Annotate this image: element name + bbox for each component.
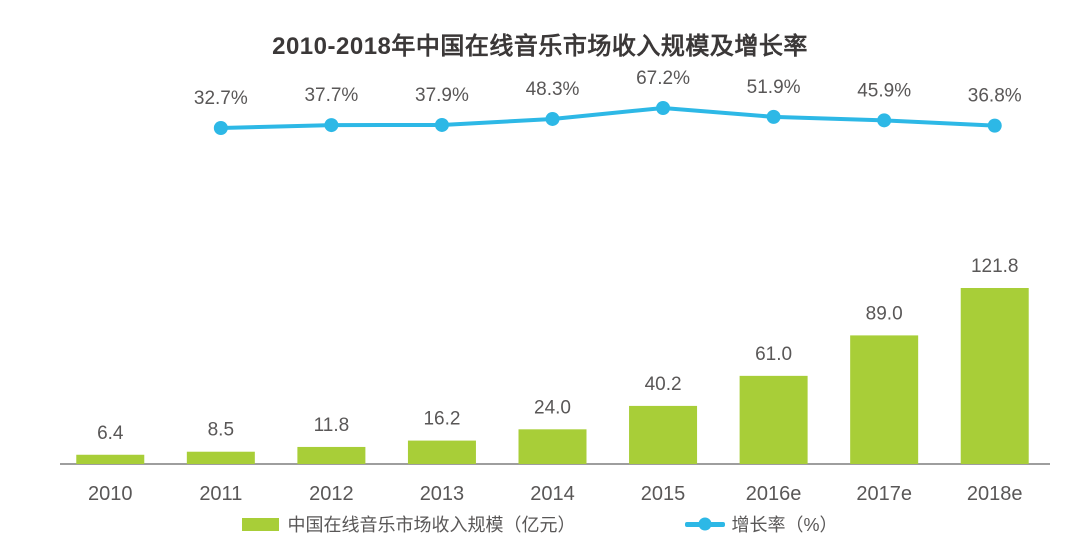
bar-value-label: 24.0 (534, 397, 571, 418)
chart-title: 2010-2018年中国在线音乐市场收入规模及增长率 (272, 33, 808, 60)
bar-value-label: 40.2 (645, 374, 682, 395)
growth-point (656, 100, 671, 115)
legend-line-dot-icon (698, 517, 712, 531)
legend-bar-swatch-icon (242, 517, 280, 531)
x-axis-tick-label: 2012 (309, 483, 354, 505)
bar (850, 335, 919, 464)
x-axis-tick-label: 2010 (88, 483, 133, 505)
bar-value-label: 6.4 (97, 423, 124, 444)
bar-value-label: 89.0 (866, 303, 903, 324)
growth-point (766, 109, 781, 124)
legend-line-label: 增长率（%） (731, 515, 838, 535)
x-axis-tick-label: 2016e (746, 483, 802, 505)
growth-point (987, 118, 1002, 133)
x-axis-tick-label: 2017e (856, 483, 912, 505)
x-axis-tick-label: 2011 (199, 483, 242, 505)
bar-value-label: 8.5 (208, 420, 234, 441)
legend-line-swatch-icon (685, 517, 726, 531)
growth-point (324, 118, 339, 133)
growth-line (218, 105, 997, 130)
growth-point (434, 117, 449, 132)
x-axis-tick-label: 2015 (641, 483, 686, 505)
growth-point (213, 121, 228, 135)
bar (518, 429, 587, 464)
growth-value-label: 32.7% (194, 88, 248, 109)
x-axis-tick-label: 2014 (530, 483, 575, 505)
bar (76, 454, 145, 464)
bar (739, 375, 808, 464)
legend: 中国在线音乐市场收入规模（亿元） 增长率（%） (0, 511, 1080, 537)
legend-item-revenue: 中国在线音乐市场收入规模（亿元） (242, 511, 575, 537)
legend-item-growth: 增长率（%） (685, 511, 838, 537)
growth-value-label: 67.2% (636, 68, 690, 89)
growth-value-label: 37.7% (304, 85, 358, 106)
bar (629, 405, 698, 464)
growth-value-label: 45.9% (857, 80, 911, 101)
x-axis-tick-label: 2018e (967, 483, 1023, 505)
bar (297, 446, 366, 464)
growth-value-label: 51.9% (747, 77, 801, 98)
growth-value-label: 37.9% (415, 85, 469, 106)
x-axis-tick-label: 2013 (420, 483, 465, 505)
growth-point (877, 113, 892, 128)
bar (960, 287, 1029, 464)
bar-value-label: 121.8 (971, 256, 1019, 277)
growth-value-label: 48.3% (526, 79, 580, 100)
bar-value-label: 16.2 (423, 409, 460, 430)
growth-value-label: 36.8% (968, 86, 1022, 107)
growth-point (545, 111, 560, 126)
bar-value-label: 61.0 (755, 344, 792, 365)
bar-value-label: 11.8 (314, 415, 350, 436)
bar (186, 451, 255, 464)
legend-bar-label: 中国在线音乐市场收入规模（亿元） (287, 515, 576, 535)
bar (407, 440, 476, 464)
